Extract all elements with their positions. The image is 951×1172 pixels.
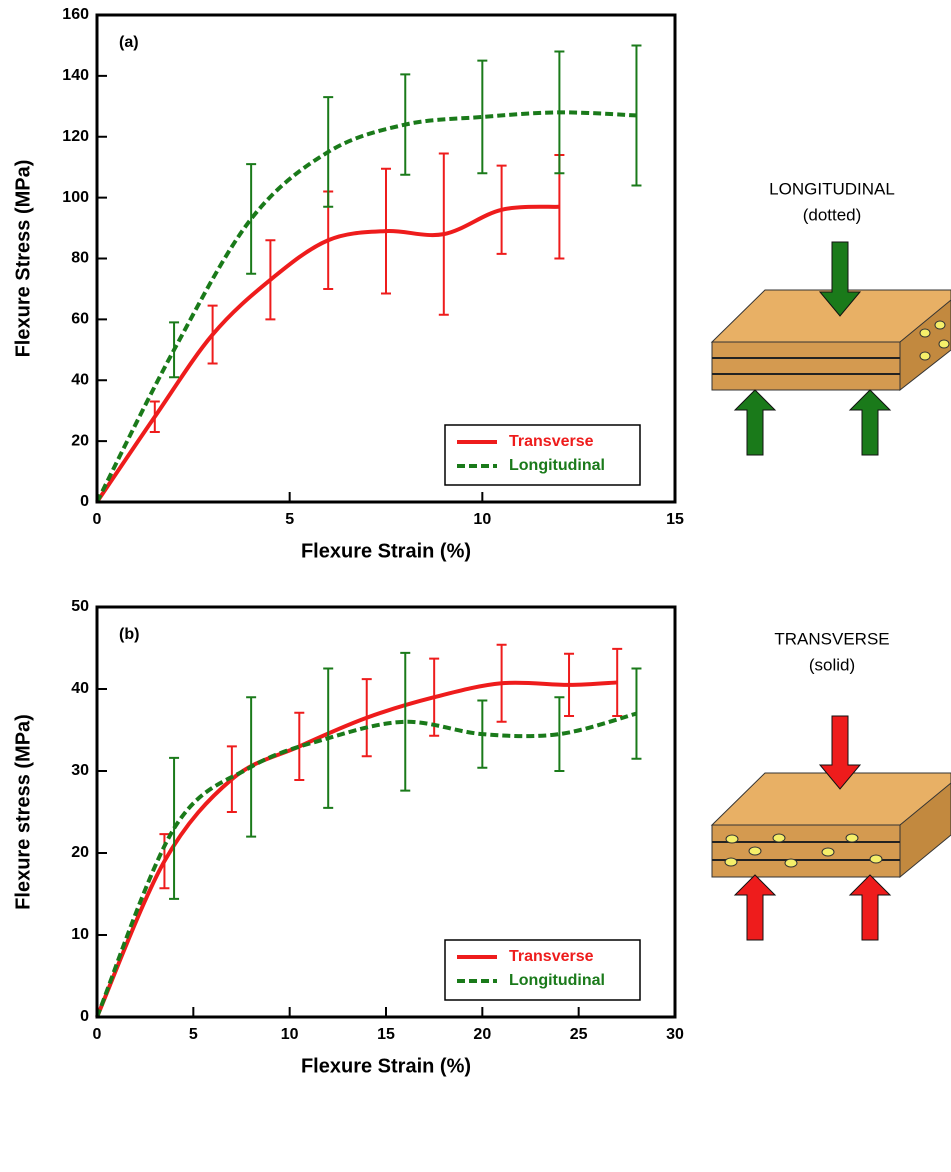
error-bar [169,758,179,899]
legend-label: Transverse [509,433,594,450]
y-tick-label: 140 [62,67,89,84]
x-tick-label: 25 [570,1026,588,1043]
y-tick-label: 0 [80,493,89,510]
diagram-label: (dotted) [803,205,862,224]
legend-label: Longitudinal [509,457,605,474]
diagram-label: (solid) [809,655,855,674]
x-tick-label: 5 [189,1026,198,1043]
y-tick-label: 30 [71,762,89,779]
legend-label: Longitudinal [509,972,605,989]
error-bar [208,306,218,364]
page: {"chart_data": [ {"type": "line", "panel… [0,0,951,1172]
y-axis-title: Flexure stress (MPa) [12,714,34,910]
y-tick-label: 20 [71,432,89,449]
panel-label: (a) [119,34,139,51]
x-tick-label: 15 [666,511,684,528]
y-tick-label: 20 [71,844,89,861]
x-tick-label: 5 [285,511,294,528]
x-tick-label: 10 [281,1026,299,1043]
y-tick-label: 40 [71,680,89,697]
x-tick-label: 30 [666,1026,684,1043]
legend-label: Transverse [509,948,594,965]
y-tick-label: 60 [71,311,89,328]
x-axis-title: Flexure Strain (%) [301,540,471,562]
x-tick-label: 0 [93,1026,102,1043]
error-bar [150,402,160,432]
error-bar [169,322,179,377]
longitudinal-diagram [712,242,951,455]
x-tick-label: 20 [473,1026,491,1043]
y-tick-label: 160 [62,6,89,23]
x-tick-label: 10 [473,511,491,528]
figure: 051015020406080100120140160Flexure Strai… [0,0,951,1172]
diagram-label: TRANSVERSE [774,629,889,648]
y-tick-label: 10 [71,926,89,943]
error-bar [265,240,275,319]
y-tick-label: 50 [71,598,89,615]
y-tick-label: 0 [80,1008,89,1025]
x-tick-label: 0 [93,511,102,528]
y-axis-title: Flexure Stress (MPa) [12,160,34,358]
x-tick-label: 15 [377,1026,395,1043]
transverse-diagram [712,716,951,940]
x-axis-title: Flexure Strain (%) [301,1055,471,1077]
error-bar [246,164,256,274]
diagram-label: LONGITUDINAL [769,179,895,198]
y-tick-label: 80 [71,250,89,267]
y-tick-label: 100 [62,189,89,206]
y-tick-label: 120 [62,128,89,145]
y-tick-label: 40 [71,371,89,388]
panel-label: (b) [119,626,139,643]
